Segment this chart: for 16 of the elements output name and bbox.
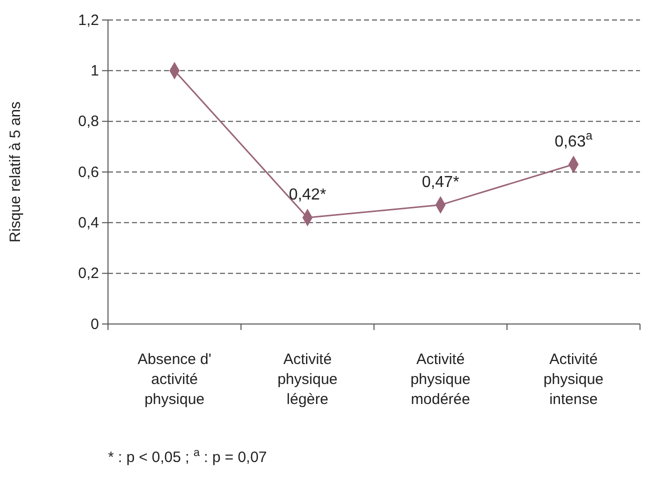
x-tick-label: Activité physique intense	[543, 351, 604, 408]
text: * : p < 0,05 ; $^{a}$ : p = 0,07	[108, 447, 267, 466]
y-tick-label: 0,6	[78, 164, 99, 181]
y-tick-label: 1	[90, 62, 99, 80]
data-label: 0,42*	[288, 186, 326, 204]
y-axis-title: Risque relatif à 5 ans	[7, 102, 24, 242]
x-tick-label: Absence d' activité physique	[138, 351, 212, 408]
y-tick-label: 0,2	[78, 265, 99, 282]
y-tick-label: 0,4	[78, 214, 99, 232]
y-tick-label: 0	[90, 316, 99, 333]
data-label: 0,63$^{a}$	[554, 128, 593, 150]
y-tick-label: 0,8	[78, 113, 99, 130]
x-tick-label: Activité physique légère	[277, 351, 338, 408]
data-label: 0,47*	[422, 174, 460, 191]
y-tick-label: 1,2	[78, 12, 99, 29]
x-tick-label: Activité physique modérée	[410, 351, 471, 408]
